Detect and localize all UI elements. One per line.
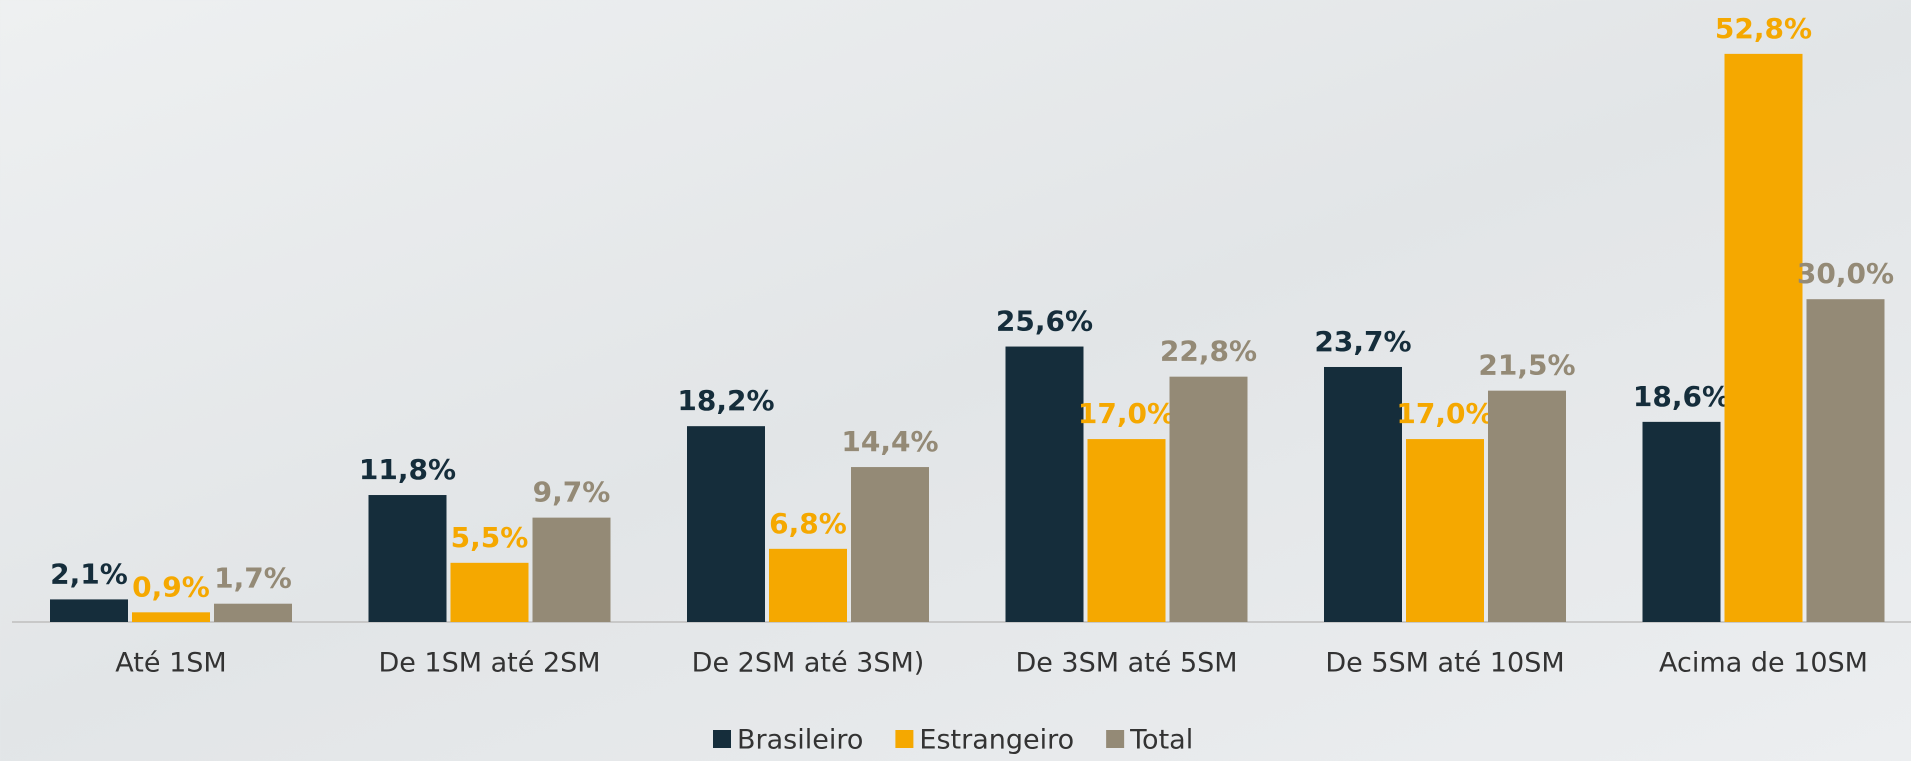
x-tick-label: Até 1SM bbox=[115, 648, 226, 679]
data-label: 25,6% bbox=[996, 305, 1093, 338]
bar bbox=[1642, 421, 1721, 622]
bar bbox=[851, 467, 929, 622]
data-label: 18,2% bbox=[677, 384, 774, 417]
legend-label: Total bbox=[1129, 725, 1193, 756]
data-label: 17,0% bbox=[1396, 397, 1493, 430]
data-label: 14,4% bbox=[841, 425, 938, 458]
x-tick-label: De 3SM até 5SM bbox=[1015, 648, 1237, 679]
bar bbox=[687, 426, 765, 622]
data-label: 6,8% bbox=[769, 507, 847, 540]
data-label: 5,5% bbox=[451, 521, 529, 554]
legend-swatch bbox=[713, 730, 731, 748]
data-label: 9,7% bbox=[533, 476, 611, 509]
bar bbox=[132, 612, 210, 622]
x-tick-label: De 1SM até 2SM bbox=[378, 648, 600, 679]
data-label: 30,0% bbox=[1797, 257, 1894, 290]
legend-label: Estrangeiro bbox=[919, 725, 1074, 756]
bar bbox=[1087, 439, 1166, 622]
x-tick-label: De 5SM até 10SM bbox=[1325, 648, 1564, 679]
data-label: 52,8% bbox=[1715, 12, 1812, 45]
bar bbox=[50, 599, 128, 622]
data-label: 1,7% bbox=[214, 562, 292, 595]
data-label: 2,1% bbox=[50, 557, 128, 590]
legend-swatch bbox=[1106, 730, 1125, 748]
data-label: 21,5% bbox=[1478, 349, 1575, 382]
data-label: 22,8% bbox=[1160, 335, 1257, 368]
data-label: 23,7% bbox=[1314, 325, 1411, 358]
bar bbox=[1488, 390, 1566, 622]
data-label: 17,0% bbox=[1078, 397, 1175, 430]
x-tick-label: De 2SM até 3SM) bbox=[692, 648, 925, 679]
bar bbox=[450, 562, 529, 622]
bar bbox=[1005, 346, 1084, 622]
bar bbox=[1406, 439, 1484, 622]
data-label: 0,9% bbox=[132, 570, 210, 603]
bar bbox=[214, 603, 292, 622]
data-label: 18,6% bbox=[1633, 380, 1730, 413]
legend-label: Brasileiro bbox=[737, 725, 863, 756]
bar bbox=[1724, 53, 1803, 622]
bar bbox=[1169, 376, 1248, 622]
bar bbox=[532, 517, 611, 622]
bar bbox=[1324, 366, 1402, 622]
legend-swatch bbox=[895, 730, 914, 748]
bar bbox=[1806, 299, 1885, 622]
data-label: 11,8% bbox=[359, 453, 456, 486]
bar bbox=[769, 548, 847, 622]
x-tick-label: Acima de 10SM bbox=[1659, 648, 1868, 679]
bar bbox=[368, 495, 447, 622]
